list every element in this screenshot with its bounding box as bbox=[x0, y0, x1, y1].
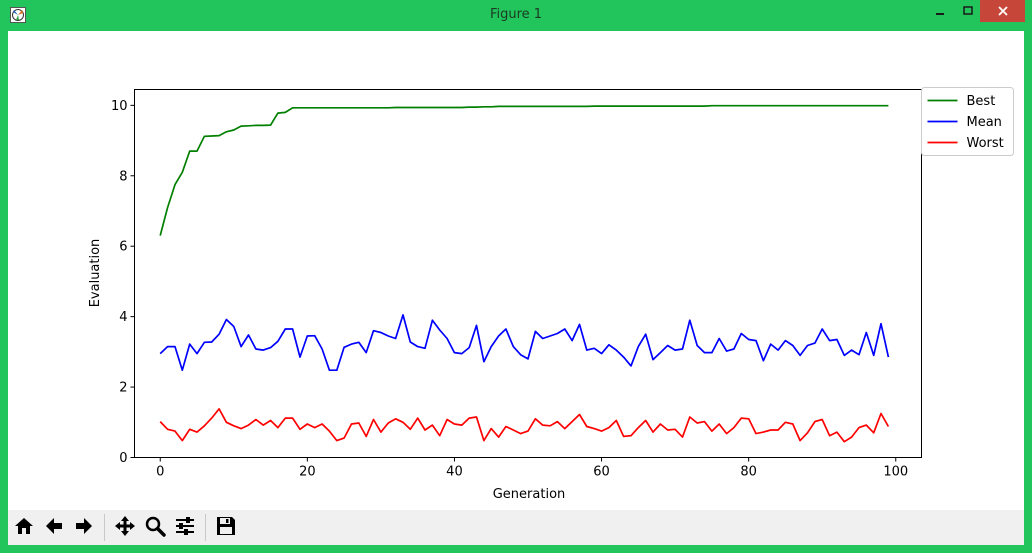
navigation-toolbar bbox=[8, 510, 1024, 545]
window-title: Figure 1 bbox=[489, 7, 543, 22]
close-icon bbox=[997, 2, 1009, 21]
series-line-best bbox=[159, 104, 889, 236]
series-line-mean bbox=[159, 314, 890, 372]
toolbar-separator bbox=[104, 514, 105, 541]
close-button[interactable] bbox=[980, 0, 1025, 22]
home-button[interactable] bbox=[11, 514, 37, 541]
x-axis-label: Generation bbox=[493, 487, 566, 502]
save-button[interactable] bbox=[213, 514, 239, 541]
legend-label-best: Best bbox=[967, 94, 996, 109]
figure-canvas[interactable]: 0 20 40 60 80 100 0 2 4 6 8 10 Generation Evaluatio… bbox=[8, 31, 1024, 510]
home-icon bbox=[13, 515, 35, 541]
zoom-button[interactable] bbox=[142, 514, 168, 541]
magnifier-icon bbox=[144, 515, 166, 541]
y-axis-label: Evaluation bbox=[88, 239, 103, 308]
y-tick-label: 10 bbox=[111, 99, 128, 114]
legend-box bbox=[921, 87, 1014, 156]
sliders-icon bbox=[174, 515, 196, 541]
legend-label-worst: Worst bbox=[967, 136, 1004, 151]
minimize-button[interactable] bbox=[925, 0, 955, 22]
x-tick-label: 60 bbox=[593, 465, 610, 480]
series-line-worst bbox=[159, 408, 890, 443]
maximize-button[interactable] bbox=[953, 0, 983, 22]
maximize-icon bbox=[962, 2, 974, 21]
arrow-right-icon bbox=[73, 515, 95, 541]
matplotlib-app-icon bbox=[10, 7, 26, 23]
y-tick-label: 0 bbox=[119, 451, 127, 466]
floppy-disk-icon bbox=[215, 515, 237, 541]
x-tick-label: 80 bbox=[740, 465, 757, 480]
line-chart: 0 20 40 60 80 100 0 2 4 6 8 10 Generation Evaluatio… bbox=[88, 87, 1014, 502]
forward-button[interactable] bbox=[71, 514, 97, 541]
legend-label-mean: Mean bbox=[967, 115, 1002, 130]
x-tick-label: 0 bbox=[156, 465, 164, 480]
x-tick-label: 100 bbox=[883, 465, 908, 480]
y-tick-label: 8 bbox=[119, 169, 127, 184]
arrow-left-icon bbox=[43, 515, 65, 541]
minimize-icon bbox=[934, 2, 946, 21]
x-tick-label: 40 bbox=[446, 465, 463, 480]
y-tick-label: 6 bbox=[119, 240, 127, 255]
back-button[interactable] bbox=[41, 514, 67, 541]
title-bar: Figure 1 bbox=[0, 0, 1032, 31]
toolbar-separator bbox=[205, 514, 206, 541]
pan-button[interactable] bbox=[112, 514, 138, 541]
configure-subplots-button[interactable] bbox=[172, 514, 198, 541]
y-tick-label: 2 bbox=[119, 381, 127, 396]
y-tick-label: 4 bbox=[119, 310, 127, 325]
axes-frame bbox=[134, 89, 922, 458]
x-tick-label: 20 bbox=[299, 465, 316, 480]
move-icon bbox=[114, 515, 136, 541]
